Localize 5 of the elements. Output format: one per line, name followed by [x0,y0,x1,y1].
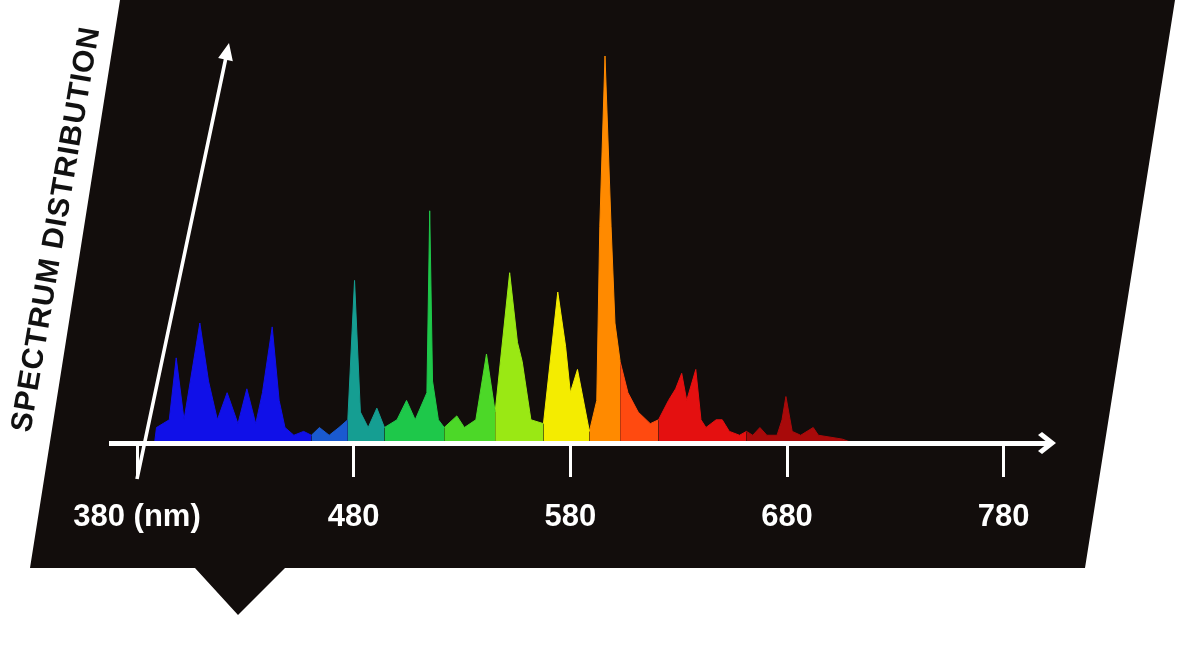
x-tick-label: 780 [977,498,1030,534]
x-tick-label: 580 [544,498,597,534]
x-tick-label: 680 [761,498,813,534]
x-tick-label: 480 [327,498,380,534]
x-tick-label: 380 (nm) [73,498,201,534]
